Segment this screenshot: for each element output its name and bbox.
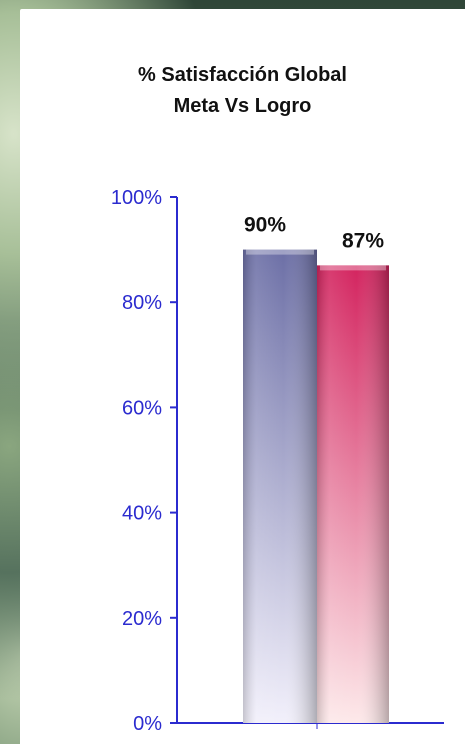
y-tick-label: 80% <box>122 292 162 314</box>
data-label: 87% <box>342 229 384 252</box>
data-label: 90% <box>244 214 286 237</box>
chart-panel: % Satisfacción Global Meta Vs Logro <box>20 9 465 744</box>
y-tick-label: 40% <box>122 503 162 525</box>
bar-top-highlight <box>320 265 386 271</box>
bar-shading <box>243 249 317 723</box>
chart-title: % Satisfacción Global Meta Vs Logro <box>20 60 465 122</box>
y-tick-label: 0% <box>133 713 162 735</box>
chart-title-line-1: % Satisfacción Global <box>138 64 347 86</box>
chart-title-line-2: Meta Vs Logro <box>173 95 312 117</box>
bar-top-highlight <box>246 249 314 255</box>
y-tick-label: 20% <box>122 608 162 630</box>
bar-shading <box>317 265 389 723</box>
y-tick-label: 60% <box>122 397 162 419</box>
y-tick-label: 100% <box>111 187 162 209</box>
